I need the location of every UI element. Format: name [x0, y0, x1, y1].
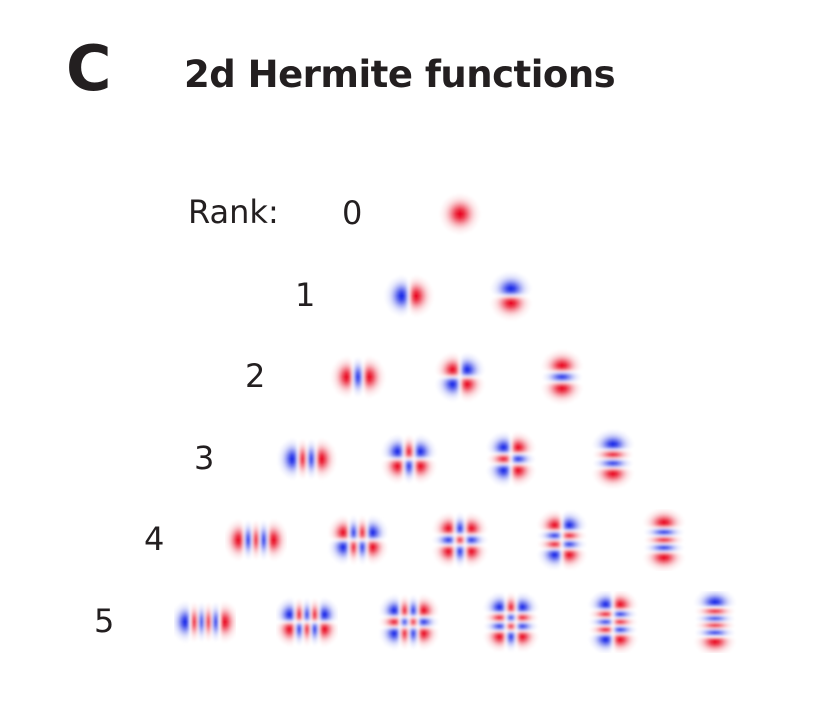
hermite-function-2-2 — [432, 512, 488, 568]
hermite-function-0-4 — [643, 509, 685, 571]
figure-title: 2d Hermite functions — [184, 53, 616, 96]
hermite-function-1-1 — [435, 352, 485, 402]
hermite-function-5-0 — [174, 600, 236, 643]
rank-number-2: 2 — [245, 357, 266, 395]
hermite-function-3-0 — [277, 437, 337, 480]
hermite-function-4-0 — [225, 519, 287, 561]
hermite-function-0-3 — [592, 429, 634, 488]
rank-number-5: 5 — [94, 601, 115, 640]
hermite-function-3-1 — [328, 515, 388, 565]
hermite-function-1-3 — [537, 510, 587, 570]
rank-number-4: 4 — [144, 520, 165, 558]
hermite-function-1-0 — [384, 274, 434, 317]
hermite-function-0-1 — [490, 271, 532, 320]
hermite-function-3-2 — [379, 593, 439, 650]
rank-number-0: 0 — [342, 194, 363, 232]
hermite-function-2-3 — [483, 592, 539, 651]
panel-letter: C — [66, 32, 112, 105]
hermite-function-1-4 — [588, 590, 638, 653]
hermite-function-0-5 — [694, 590, 736, 653]
hermite-function-2-1 — [381, 434, 437, 483]
rank-number-1: 1 — [295, 275, 316, 314]
rank-number-3: 3 — [194, 438, 215, 477]
hermite-function-2-0 — [330, 356, 386, 398]
rank-label: Rank: — [188, 193, 279, 231]
hermite-function-4-1 — [276, 597, 338, 646]
hermite-function-1-2 — [486, 430, 536, 487]
hermite-function-0-0 — [439, 193, 481, 235]
hermite-function-0-2 — [541, 349, 583, 405]
